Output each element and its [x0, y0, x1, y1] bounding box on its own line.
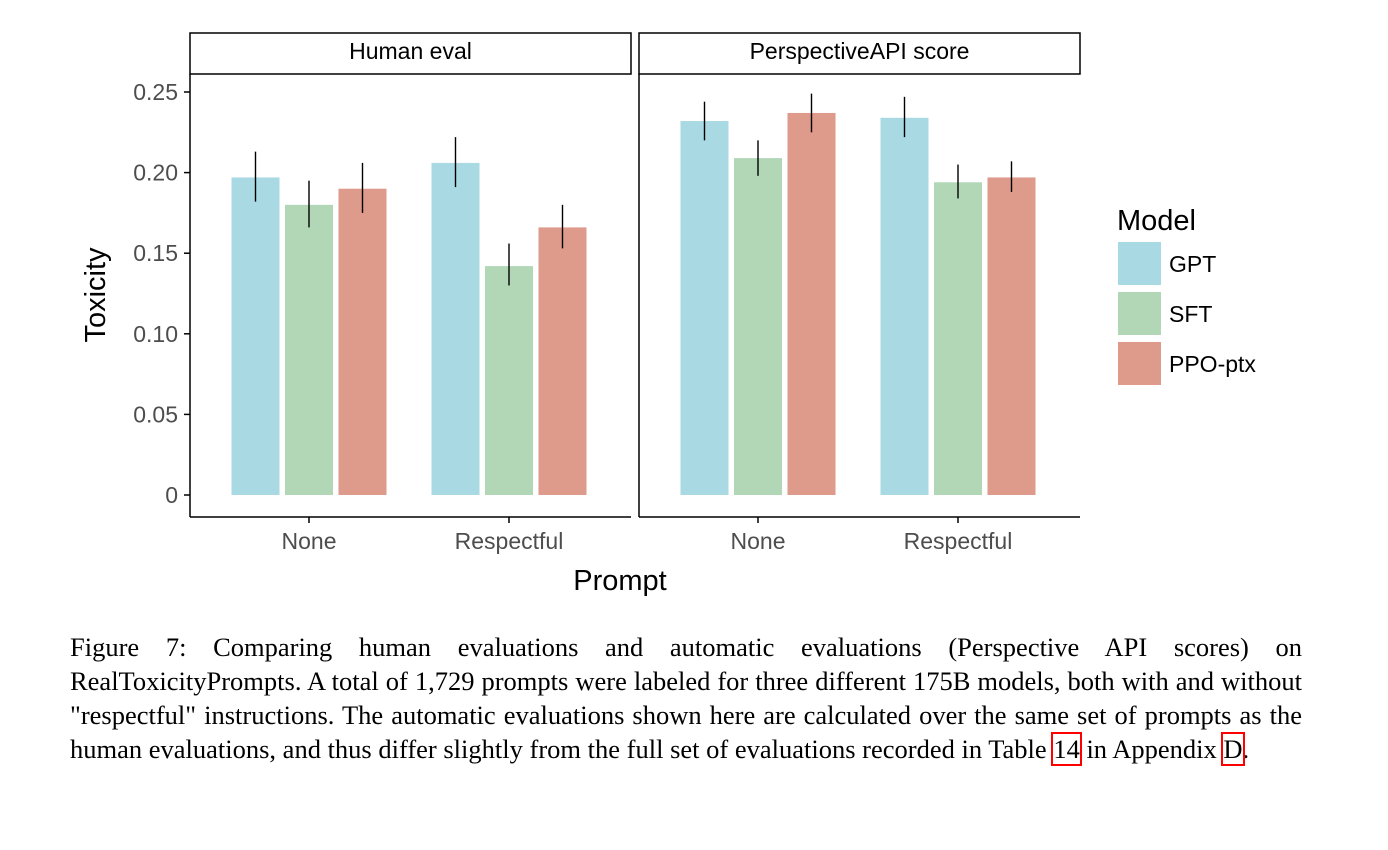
y-tick-label: 0.05 [133, 401, 178, 427]
bar-ppo-ptx [338, 188, 387, 495]
bar-sft [934, 182, 982, 495]
x-tick-label: None [731, 528, 786, 554]
y-tick-label: 0 [165, 482, 178, 508]
bar-gpt [880, 117, 929, 496]
legend-label: SFT [1169, 301, 1212, 327]
legend-title: Model [1117, 205, 1196, 237]
legend-swatch-gpt [1118, 242, 1161, 285]
appendix-reference-link[interactable]: D [1221, 732, 1245, 766]
legend-label: PPO-ptx [1169, 351, 1256, 377]
legend-swatch-ppo-ptx [1118, 342, 1161, 385]
caption-text: Figure 7: Comparing human evaluations an… [70, 632, 1302, 764]
facet-title: PerspectiveAPI score [750, 38, 970, 64]
bar-sft [285, 204, 333, 495]
figure-caption: Figure 7: Comparing human evaluations an… [70, 630, 1302, 766]
y-tick-label: 0.25 [133, 79, 178, 105]
bar-ppo-ptx [538, 227, 587, 495]
y-axis-title: Toxicity [80, 247, 112, 343]
bar-gpt [431, 162, 480, 496]
bar-gpt [680, 121, 729, 496]
bar-gpt [231, 177, 280, 495]
caption-text-end: . [1242, 734, 1250, 764]
bar-ppo-ptx [787, 112, 836, 496]
bar-sft [485, 266, 533, 495]
facet-strip [638, 32, 1081, 75]
y-tick-label: 0.20 [133, 160, 178, 186]
faceted-bar-chart: Human eval None Respectful PerspectiveAPI s… [80, 32, 1256, 597]
caption-text-middle: in Appendix [1079, 734, 1224, 764]
facet-title: Human eval [349, 38, 472, 64]
table-reference-link[interactable]: 14 [1051, 732, 1082, 766]
bar-ppo-ptx [987, 177, 1036, 495]
x-axis-title: Prompt [573, 565, 666, 597]
legend-label: GPT [1169, 251, 1216, 277]
bar-sft [734, 158, 782, 496]
x-tick-label: Respectful [455, 528, 564, 554]
x-tick-label: None [282, 528, 337, 554]
legend-swatch-sft [1118, 292, 1161, 335]
facet-strip [189, 32, 632, 75]
x-tick-label: Respectful [904, 528, 1013, 554]
y-tick-label: 0.15 [133, 240, 178, 266]
y-tick-label: 0.10 [133, 321, 178, 347]
